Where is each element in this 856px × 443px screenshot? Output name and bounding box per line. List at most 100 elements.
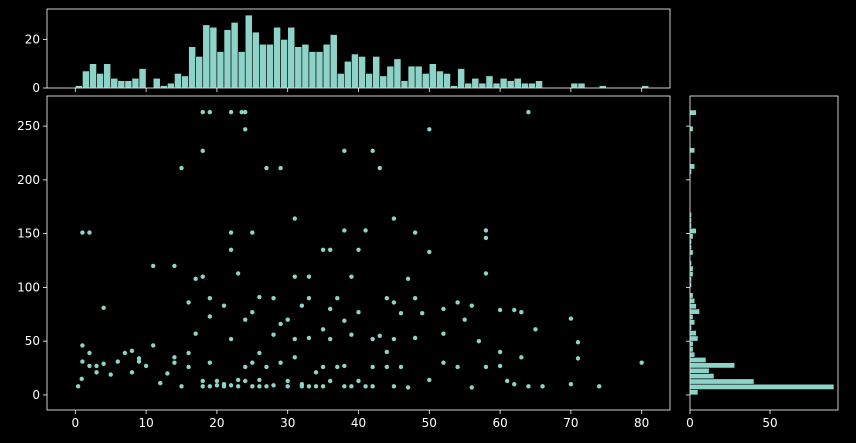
point bbox=[172, 355, 177, 360]
point bbox=[540, 384, 545, 389]
bar bbox=[138, 68, 147, 89]
bar bbox=[216, 51, 225, 89]
point bbox=[200, 384, 205, 389]
point bbox=[243, 127, 248, 132]
point bbox=[271, 295, 276, 301]
point bbox=[207, 295, 213, 301]
point bbox=[483, 235, 489, 241]
point bbox=[512, 381, 517, 387]
point bbox=[327, 247, 333, 252]
point bbox=[257, 294, 262, 300]
bar bbox=[689, 367, 710, 374]
bar bbox=[689, 362, 736, 369]
point bbox=[87, 350, 92, 356]
point bbox=[87, 230, 92, 235]
bar bbox=[181, 75, 189, 89]
point bbox=[519, 355, 524, 360]
point bbox=[150, 343, 156, 348]
bar bbox=[209, 26, 218, 89]
point bbox=[207, 109, 213, 115]
point bbox=[342, 363, 347, 369]
bar bbox=[689, 308, 700, 315]
point bbox=[398, 364, 404, 370]
point bbox=[476, 338, 482, 344]
point bbox=[469, 385, 474, 390]
point bbox=[575, 340, 581, 345]
axes-frame bbox=[689, 95, 839, 411]
bar bbox=[202, 24, 211, 89]
bar bbox=[689, 389, 699, 396]
point bbox=[483, 271, 489, 276]
point bbox=[292, 355, 297, 360]
point bbox=[384, 295, 390, 301]
point bbox=[80, 359, 85, 364]
bar bbox=[365, 73, 373, 89]
point bbox=[186, 350, 191, 356]
point bbox=[122, 350, 128, 356]
point bbox=[427, 377, 432, 383]
x-tick-label: 40 bbox=[351, 416, 366, 430]
bar bbox=[167, 82, 175, 89]
point bbox=[214, 383, 220, 388]
bar bbox=[174, 73, 182, 89]
point bbox=[398, 311, 404, 316]
point bbox=[243, 378, 248, 384]
point bbox=[80, 343, 85, 348]
point bbox=[285, 378, 290, 384]
point bbox=[342, 228, 347, 233]
point bbox=[356, 378, 361, 384]
bar bbox=[570, 82, 579, 89]
point bbox=[285, 384, 290, 389]
point bbox=[575, 356, 581, 361]
bar bbox=[492, 82, 501, 89]
point bbox=[597, 384, 602, 389]
point bbox=[214, 378, 220, 384]
point bbox=[80, 230, 85, 235]
bar bbox=[131, 77, 140, 89]
point bbox=[221, 303, 227, 308]
bar bbox=[280, 39, 289, 89]
point bbox=[228, 230, 234, 235]
bar bbox=[96, 73, 104, 89]
point bbox=[79, 376, 84, 382]
bar bbox=[386, 65, 395, 89]
point bbox=[342, 318, 347, 323]
point bbox=[441, 360, 446, 365]
point bbox=[391, 300, 397, 305]
bar bbox=[428, 63, 437, 89]
y-tick-label: 0 bbox=[32, 81, 40, 95]
point bbox=[200, 274, 205, 279]
point bbox=[519, 309, 524, 315]
bar bbox=[689, 351, 696, 358]
point bbox=[313, 384, 319, 389]
point bbox=[250, 309, 255, 315]
bar bbox=[506, 80, 515, 89]
point bbox=[469, 303, 474, 308]
point bbox=[412, 295, 418, 301]
point bbox=[497, 349, 503, 355]
bar bbox=[499, 77, 508, 89]
point bbox=[335, 295, 340, 301]
x-tick-label: 10 bbox=[138, 416, 153, 430]
point bbox=[455, 364, 460, 370]
point bbox=[193, 276, 198, 282]
point bbox=[568, 316, 574, 321]
point bbox=[193, 331, 198, 336]
x-tick-label: 50 bbox=[762, 416, 777, 430]
point bbox=[455, 300, 460, 305]
point bbox=[356, 309, 361, 315]
point bbox=[94, 363, 99, 369]
bar bbox=[89, 63, 97, 89]
bar bbox=[82, 70, 90, 89]
point bbox=[299, 381, 305, 387]
bar bbox=[358, 56, 366, 89]
bar bbox=[329, 34, 338, 89]
bar bbox=[457, 68, 465, 89]
bar bbox=[195, 56, 204, 89]
point bbox=[264, 364, 269, 370]
point bbox=[75, 384, 81, 389]
bar bbox=[689, 313, 694, 320]
bar bbox=[689, 330, 697, 337]
point bbox=[327, 336, 333, 342]
